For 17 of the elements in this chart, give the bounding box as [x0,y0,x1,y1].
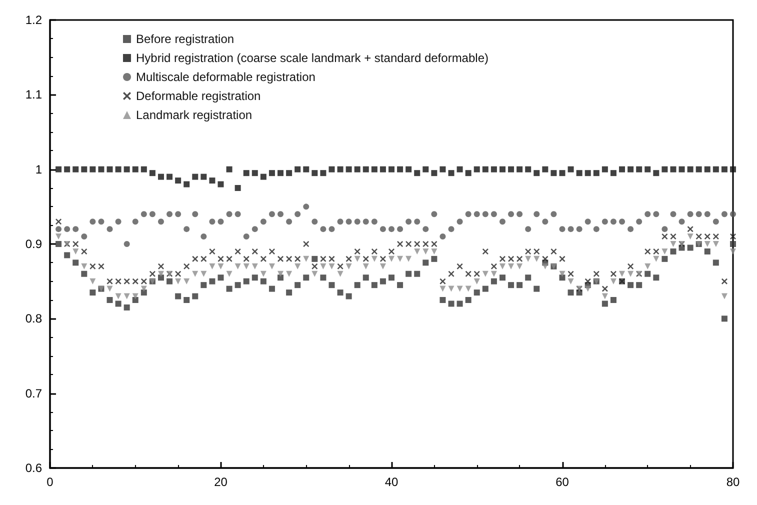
y-tick-label: 1.1 [25,88,42,102]
y-tick-label: 0.6 [25,461,42,475]
y-tick-label: 0.8 [25,312,42,326]
legend-label: Before registration [136,32,234,46]
x-tick-label: 0 [46,475,54,489]
x-tick-label: 40 [384,475,398,489]
y-tick-label: 0.9 [25,237,42,251]
y-tick-label: 1 [35,162,42,176]
y-tick-label: 0.7 [25,386,42,400]
legend-label: Deformable registration [136,89,261,103]
x-tick-label: 60 [556,475,570,489]
legend-label: Landmark registration [136,108,252,122]
x-tick-label: 20 [214,475,228,489]
x-tick-label: 80 [726,475,740,489]
y-tick-label: 1.2 [25,13,42,27]
legend-label: Multiscale deformable registration [136,70,316,84]
legend-label: Hybrid registration (coarse scale landmark + standard deformable) [136,51,488,65]
